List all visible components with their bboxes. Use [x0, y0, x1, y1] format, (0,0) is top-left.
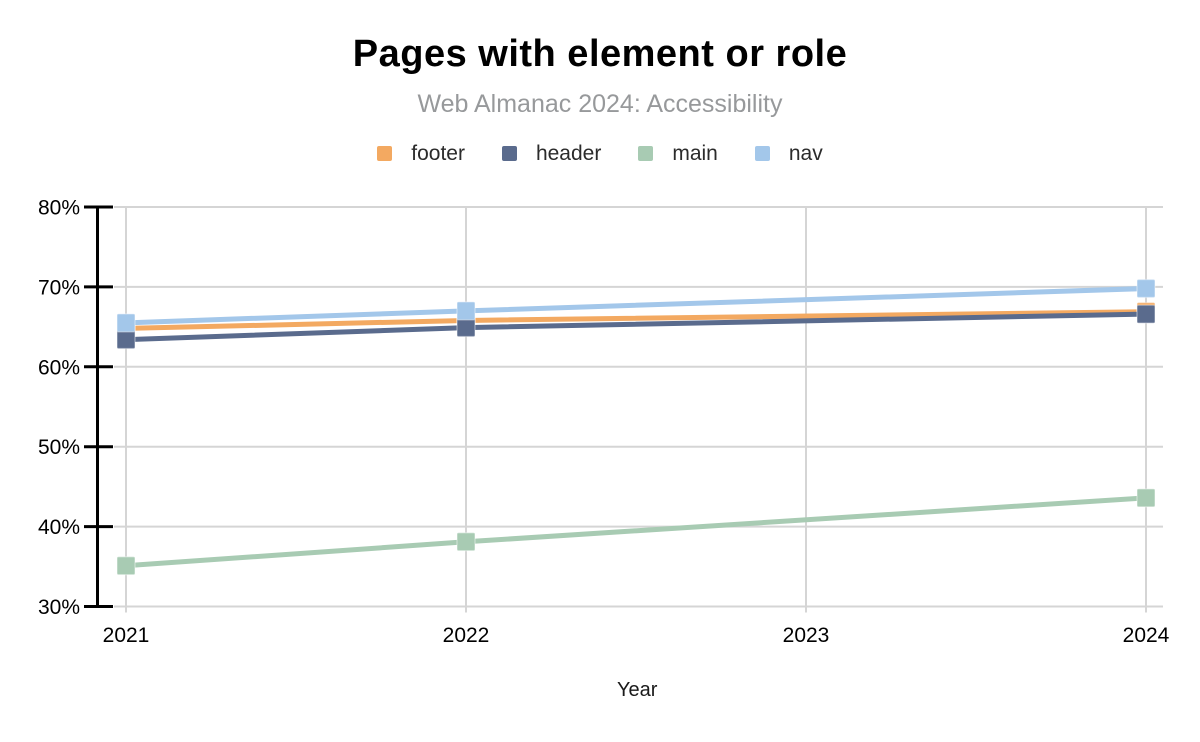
- legend-label: footer: [411, 142, 465, 165]
- x-tick-label-2022: 2022: [443, 624, 490, 647]
- legend-swatch-header: [501, 146, 517, 161]
- legend-item-footer: footer: [377, 143, 465, 164]
- x-axis-title: Year: [617, 679, 658, 701]
- legend-swatch-nav: [754, 146, 770, 161]
- legend-label: header: [535, 142, 602, 165]
- legend-swatch-main: [638, 146, 654, 161]
- chart-title: Pages with element or role: [352, 33, 848, 75]
- legend-item-main: main: [638, 143, 718, 164]
- marker-header-2021: [116, 329, 136, 350]
- chart-legend: footer header main nav: [0, 143, 1200, 164]
- y-tick-label-80: 80%: [38, 197, 80, 220]
- marker-main-2021: [116, 556, 136, 576]
- marker-nav-2021: [116, 313, 136, 333]
- series-line-main: [125, 495, 1147, 569]
- marker-main-2022: [456, 532, 476, 552]
- y-tick-label-30: 30%: [38, 596, 80, 619]
- legend-swatch-footer: [377, 146, 393, 161]
- chart-subtitle: Web Almanac 2024: Accessibility: [417, 90, 783, 118]
- marker-nav-2022: [456, 301, 476, 321]
- marker-nav-2024: [1136, 278, 1156, 299]
- legend-item-header: header: [501, 142, 602, 165]
- marker-header-2024: [1136, 304, 1156, 324]
- x-tick-label-2024: 2024: [1123, 624, 1170, 647]
- x-tick-label-2021: 2021: [103, 624, 150, 647]
- y-tick-label-50: 50%: [38, 436, 80, 459]
- marker-main-2024: [1136, 488, 1156, 508]
- x-tick-label-2023: 2023: [783, 624, 830, 647]
- legend-item-nav: nav: [754, 142, 823, 165]
- legend-label: main: [672, 142, 718, 165]
- y-tick-label-60: 60%: [38, 356, 80, 379]
- legend-label: nav: [788, 142, 823, 165]
- y-tick-label-70: 70%: [38, 276, 80, 299]
- marker-header-2022: [456, 317, 476, 338]
- y-tick-label-40: 40%: [38, 516, 80, 539]
